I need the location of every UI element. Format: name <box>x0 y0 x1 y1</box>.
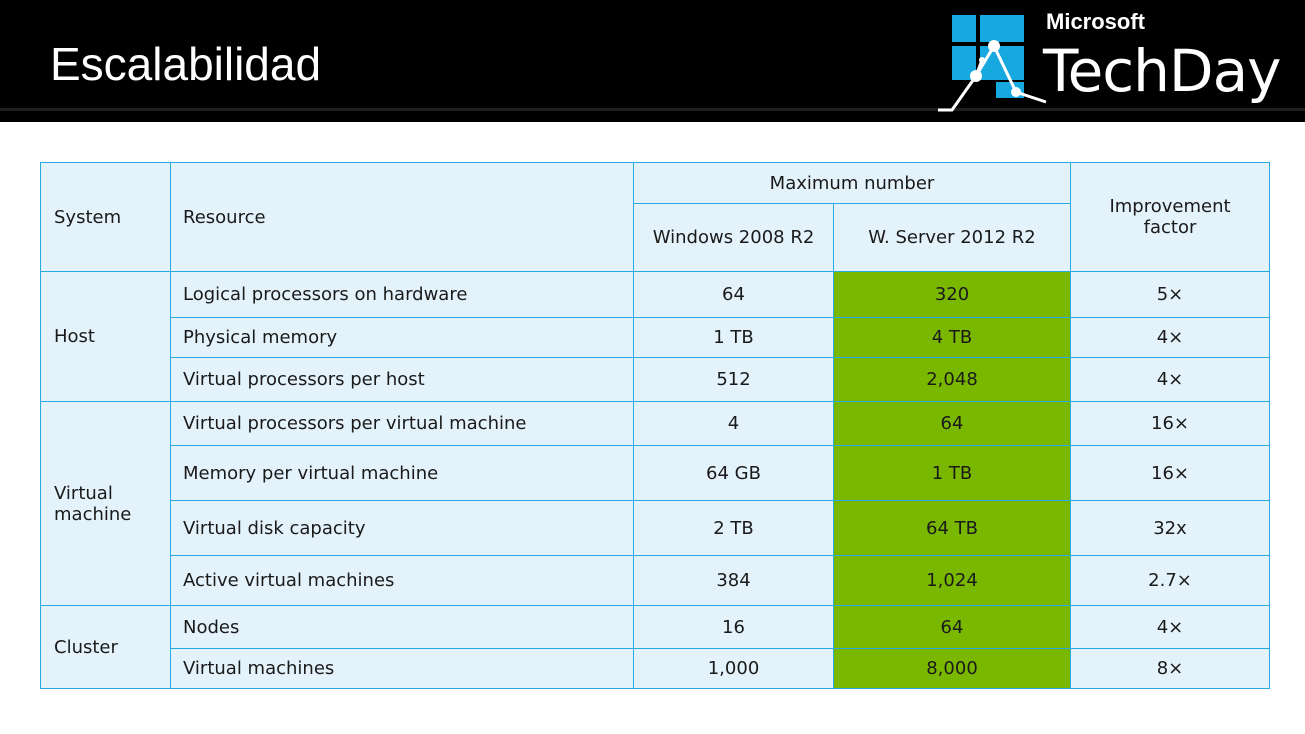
ws2012-cell: 64 <box>832 401 1072 446</box>
resource-cell: Virtual processors per host <box>170 357 634 402</box>
factor-cell: 4× <box>1070 317 1271 358</box>
factor-cell: 2.7× <box>1070 555 1271 606</box>
win2008-cell: 1 TB <box>633 317 834 358</box>
table-row: Active virtual machines 384 1,024 2.7× <box>41 555 1271 606</box>
resource-cell: Virtual disk capacity <box>170 500 634 556</box>
slide-title: Escalabilidad <box>50 38 322 90</box>
resource-cell: Logical processors on hardware <box>170 271 634 318</box>
ws2012-cell: 1,024 <box>832 555 1072 606</box>
logo-brand-text: Microsoft <box>1046 9 1145 34</box>
win2008-cell: 16 <box>633 605 834 649</box>
resource-cell: Nodes <box>170 605 634 649</box>
table-row: Virtual machine Virtual processors per v… <box>40 401 1271 606</box>
slide-header: Escalabilidad Microsoft TechDay <box>0 0 1305 122</box>
win2008-cell: 512 <box>633 357 834 402</box>
factor-cell: 16× <box>1070 445 1271 501</box>
table-row: Host Logical processors on hardware 64 3… <box>40 271 1271 402</box>
table-row: Virtual disk capacity 2 TB 64 TB 32x <box>41 500 1271 556</box>
win2008-cell: 64 GB <box>633 445 834 501</box>
factor-cell: 16× <box>1070 401 1271 446</box>
techday-logo-icon <box>938 15 1047 112</box>
win2008-cell: 64 <box>633 271 834 318</box>
ws2012-cell: 2,048 <box>832 357 1072 402</box>
resource-cell: Memory per virtual machine <box>170 445 634 501</box>
win2008-cell: 384 <box>633 555 834 606</box>
resource-cell: Physical memory <box>170 317 634 358</box>
table-header-row: System Resource Maximum number Improveme… <box>40 162 1271 272</box>
resource-cell: Virtual machines <box>170 648 634 689</box>
table-row: Cluster Nodes 16 64 4× <box>40 605 1271 689</box>
table-subheader-row: Windows 2008 R2 W. Server 2012 R2 <box>41 203 1270 272</box>
scalability-table: System Resource Maximum number Improveme… <box>40 162 1271 689</box>
header-divider <box>0 108 1305 111</box>
factor-cell: 32x <box>1070 500 1271 556</box>
ws2012-cell: 64 TB <box>832 500 1072 556</box>
ws2012-cell: 320 <box>832 271 1072 318</box>
header-server-2012: W. Server 2012 R2 <box>832 203 1072 272</box>
table-row: Virtual machines 1,000 8,000 8× <box>41 648 1271 689</box>
ws2012-cell: 1 TB <box>832 445 1072 501</box>
resource-cell: Active virtual machines <box>170 555 634 606</box>
header-improvement-factor: Improvement factor <box>1070 162 1271 272</box>
system-cell: Virtual machine <box>40 401 171 606</box>
table-row: Physical memory 1 TB 4 TB 4× <box>41 317 1271 358</box>
table-row: Memory per virtual machine 64 GB 1 TB 16… <box>41 445 1271 501</box>
ws2012-cell: 4 TB <box>832 317 1072 358</box>
header-windows-2008: Windows 2008 R2 <box>633 203 834 272</box>
ws2012-cell: 8,000 <box>832 648 1072 689</box>
table-row: Virtual processors per host 512 2,048 4× <box>41 357 1271 402</box>
factor-cell: 8× <box>1070 648 1271 689</box>
header-system: System <box>40 162 171 272</box>
win2008-cell: 2 TB <box>633 500 834 556</box>
header-maximum-number: Maximum number <box>632 162 1072 204</box>
header-resource: Resource <box>170 162 634 272</box>
logo-product-text: TechDay <box>1043 37 1281 105</box>
factor-cell: 4× <box>1070 605 1271 649</box>
win2008-cell: 4 <box>633 401 834 446</box>
factor-cell: 5× <box>1070 271 1271 318</box>
ws2012-cell: 64 <box>832 605 1072 649</box>
system-cell: Cluster <box>40 605 171 689</box>
system-cell: Host <box>40 271 171 402</box>
factor-cell: 4× <box>1070 357 1271 402</box>
win2008-cell: 1,000 <box>633 648 834 689</box>
resource-cell: Virtual processors per virtual machine <box>170 401 634 446</box>
